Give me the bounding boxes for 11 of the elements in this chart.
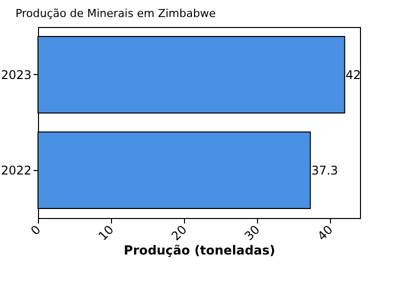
y-tick-label: 2023 <box>0 68 32 82</box>
data-label: 37.3 <box>311 163 338 178</box>
x-tick-label: 40 <box>314 222 336 244</box>
x-tick-label: 0 <box>28 222 44 238</box>
x-tick-label: 20 <box>168 222 190 244</box>
x-tick-label: 30 <box>242 222 262 244</box>
y-tick-label: 2022 <box>0 163 32 178</box>
x-axis-title: Produção (toneladas) <box>124 242 276 258</box>
x-tick-label: 10 <box>96 222 116 244</box>
chart-title: Produção de Minerais em Zimbabwe <box>15 7 216 20</box>
data-label: 42 <box>346 68 361 82</box>
